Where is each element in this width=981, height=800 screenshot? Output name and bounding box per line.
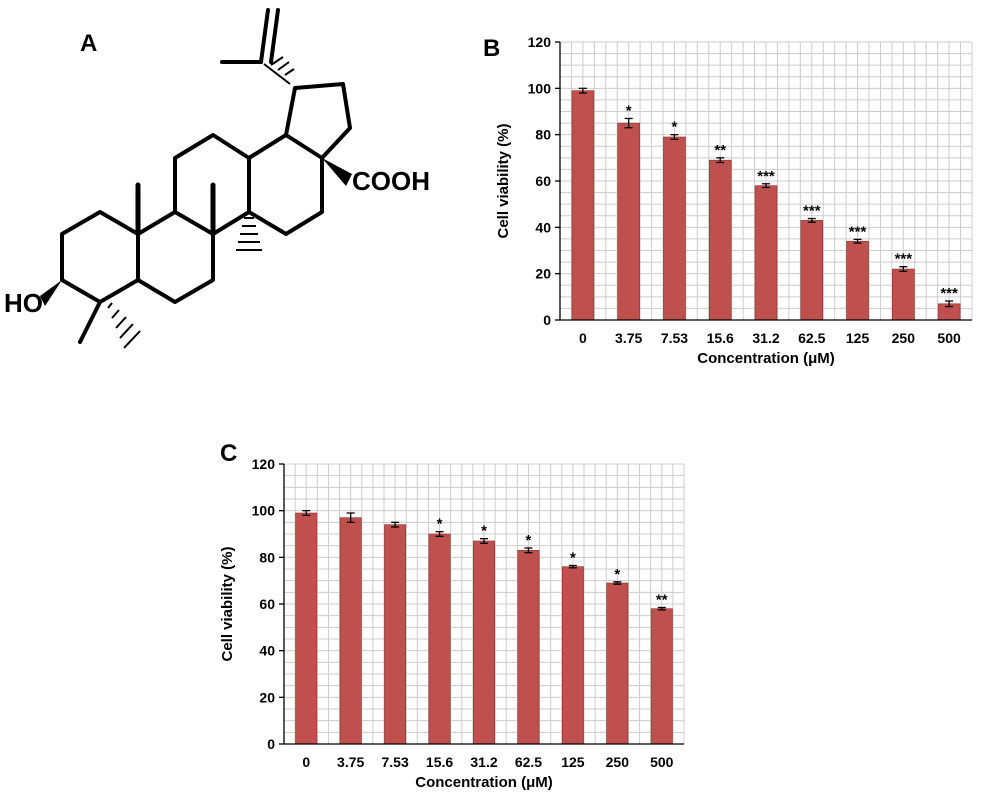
significance-marker: * <box>437 516 443 533</box>
chart-c-viability-bar-chart: * ******0 3.75 7.53 15.6 31.2 62.5 125 250 500020… <box>219 456 685 791</box>
significance-marker: *** <box>849 223 867 240</box>
bars: ******************* <box>571 87 961 321</box>
x-tick-label: 15.6 <box>426 754 453 770</box>
bar <box>892 268 915 321</box>
ho-label: HO <box>4 288 43 318</box>
y-tick-label: 100 <box>252 503 276 519</box>
panel-label-b: B <box>483 35 501 62</box>
significance-marker: * <box>614 566 620 583</box>
y-axis-title: Cell viability (%) <box>219 546 236 661</box>
x-tick-label: 3.75 <box>615 330 642 346</box>
y-axis-title: Cell viability (%) <box>495 123 512 238</box>
bar <box>708 159 732 321</box>
significance-marker: *** <box>940 285 958 302</box>
bar <box>846 240 869 321</box>
y-tick-label: 80 <box>535 127 551 143</box>
significance-marker: * <box>526 532 532 549</box>
x-tick-label: 0 <box>579 330 587 346</box>
x-tick-label: 62.5 <box>515 754 542 770</box>
betulinic-acid-structure: COOH HO <box>4 8 430 349</box>
x-tick-label: 500 <box>650 754 674 770</box>
x-tick-label: 15.6 <box>707 330 734 346</box>
bar <box>473 540 495 745</box>
cooh-label: COOH <box>352 166 430 196</box>
y-tick-label: 0 <box>543 312 551 328</box>
y-tick-label: 60 <box>259 596 275 612</box>
y-tick-label: 100 <box>528 80 552 96</box>
y-tick-label: 80 <box>259 549 275 565</box>
significance-marker: * <box>672 119 678 136</box>
bar <box>650 608 673 745</box>
x-tick-label: 7.53 <box>381 754 408 770</box>
bar <box>663 136 686 321</box>
x-tick-label: 31.2 <box>470 754 497 770</box>
y-tick-label: 20 <box>259 689 275 705</box>
x-tick-label: 125 <box>561 754 585 770</box>
significance-marker: * <box>626 102 632 119</box>
significance-marker: *** <box>757 168 775 185</box>
x-tick-label: 250 <box>892 330 916 346</box>
y-tick-label: 20 <box>535 266 551 282</box>
y-tick-label: 60 <box>535 173 551 189</box>
bar <box>561 566 584 745</box>
significance-marker: * <box>481 523 487 540</box>
significance-marker: *** <box>803 203 821 220</box>
significance-marker: * <box>570 550 576 567</box>
y-tick-label: 40 <box>259 643 275 659</box>
x-tick-label: 3.75 <box>337 754 364 770</box>
bar <box>800 220 824 321</box>
bar <box>339 517 362 745</box>
x-tick-label: 500 <box>937 330 961 346</box>
bar <box>606 582 629 745</box>
x-tick-label: 250 <box>606 754 630 770</box>
y-tick-label: 0 <box>267 736 275 752</box>
x-axis-title: Concentration (μM) <box>697 350 835 367</box>
x-tick-label: 0 <box>302 754 310 770</box>
bar <box>384 524 407 745</box>
chart-b-viability-bar-chart: *******************0 3.75 7.53 15.6 31.2 62.5… <box>495 34 973 367</box>
bar <box>754 185 778 321</box>
x-tick-label: 62.5 <box>798 330 825 346</box>
x-tick-label: 7.53 <box>661 330 688 346</box>
significance-marker: ** <box>656 592 668 609</box>
x-axis-title: Concentration (μM) <box>415 774 553 791</box>
x-tick-label: 125 <box>846 330 870 346</box>
significance-marker: *** <box>895 251 913 268</box>
panel-label-a: A <box>80 30 98 57</box>
bar <box>295 512 318 745</box>
y-tick-label: 40 <box>535 219 551 235</box>
significance-marker: ** <box>714 142 726 159</box>
bar <box>428 533 451 745</box>
y-tick-label: 120 <box>252 456 276 472</box>
bar <box>571 90 595 321</box>
bar <box>517 550 540 745</box>
bars: * ****** <box>295 510 673 745</box>
x-tick-label: 31.2 <box>752 330 779 346</box>
y-tick-label: 120 <box>528 34 552 50</box>
bar <box>617 122 640 321</box>
panel-label-c: C <box>220 440 238 467</box>
